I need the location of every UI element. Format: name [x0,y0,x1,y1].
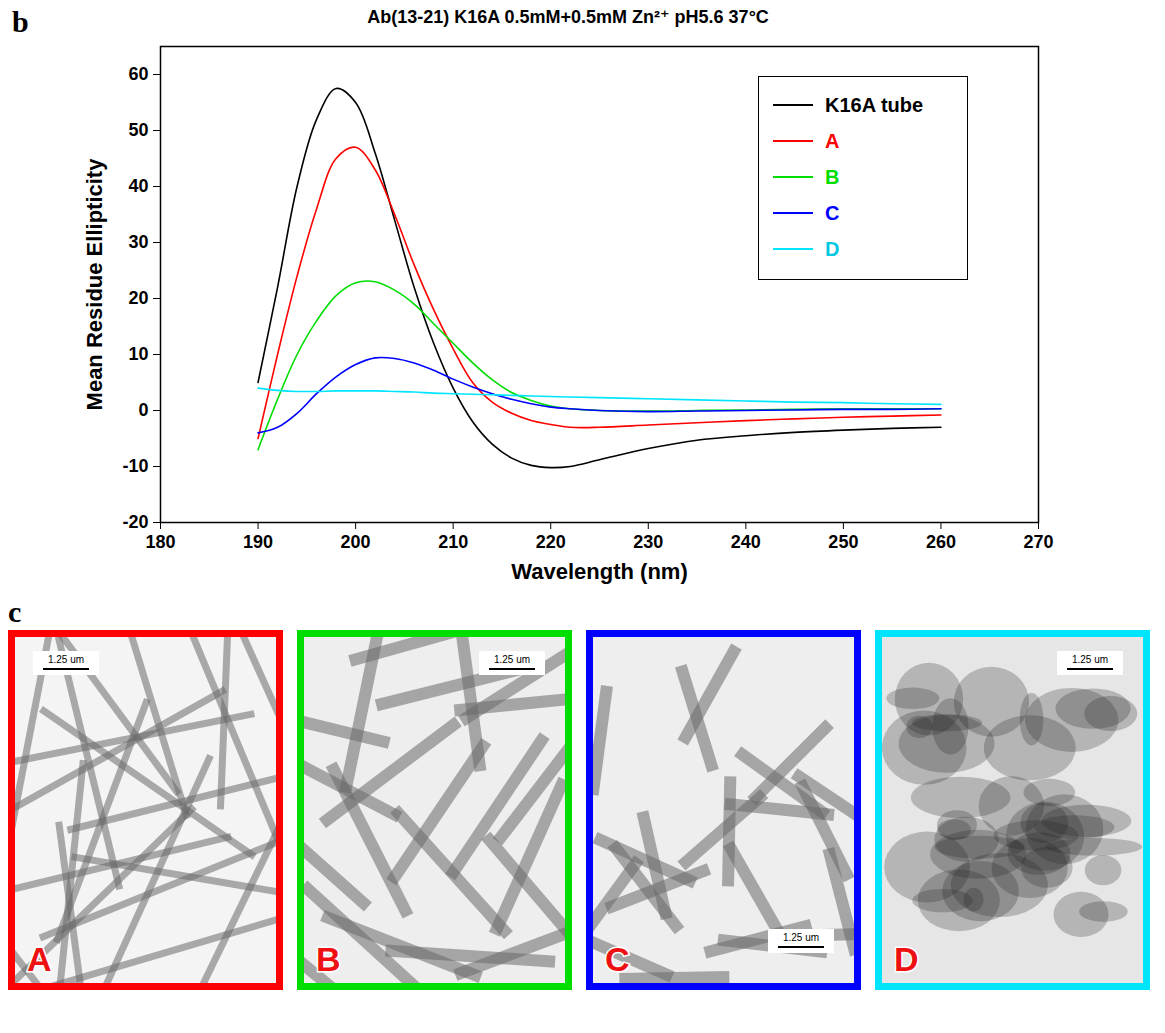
svg-text:1.25 um: 1.25 um [48,654,84,665]
svg-text:10: 10 [128,344,148,364]
svg-text:230: 230 [633,532,663,552]
svg-text:1.25 um: 1.25 um [1072,654,1108,665]
svg-text:250: 250 [828,532,858,552]
svg-text:240: 240 [731,532,761,552]
svg-text:-20: -20 [122,512,148,532]
svg-text:270: 270 [1023,532,1053,552]
html-text:c: c [8,595,22,628]
svg-text:0: 0 [138,400,148,420]
svg-text:A: A [27,940,52,978]
html-text:B: B [825,165,840,188]
svg-text:Mean Residue Ellipticity: Mean Residue Ellipticity [82,158,107,411]
svg-text:40: 40 [128,176,148,196]
svg-text:180: 180 [145,532,175,552]
svg-text:B: B [316,940,341,978]
html-text:Ab(13-21) K16A 0.5mM+0.5mM Zn²: Ab(13-21) K16A 0.5mM+0.5mM Zn²⁺ pH5.6 37… [367,7,769,27]
html-text:b: b [12,5,29,38]
svg-text:210: 210 [438,532,468,552]
svg-text:1.25 um: 1.25 um [494,654,530,665]
svg-text:-10: -10 [122,456,148,476]
svg-text:C: C [605,940,630,978]
svg-text:Wavelength (nm): Wavelength (nm) [511,559,687,584]
html-text:K16A tube: K16A tube [825,93,924,116]
svg-text:200: 200 [341,532,371,552]
html-text:C: C [825,201,840,224]
svg-text:60: 60 [128,64,148,84]
svg-text:50: 50 [128,120,148,140]
svg-text:1.25 um: 1.25 um [783,932,819,943]
svg-text:30: 30 [128,232,148,252]
svg-text:D: D [894,940,919,978]
svg-text:260: 260 [926,532,956,552]
svg-text:190: 190 [243,532,273,552]
svg-text:20: 20 [128,288,148,308]
svg-text:220: 220 [536,532,566,552]
html-text:D: D [825,237,840,260]
html-text:A: A [825,129,840,152]
